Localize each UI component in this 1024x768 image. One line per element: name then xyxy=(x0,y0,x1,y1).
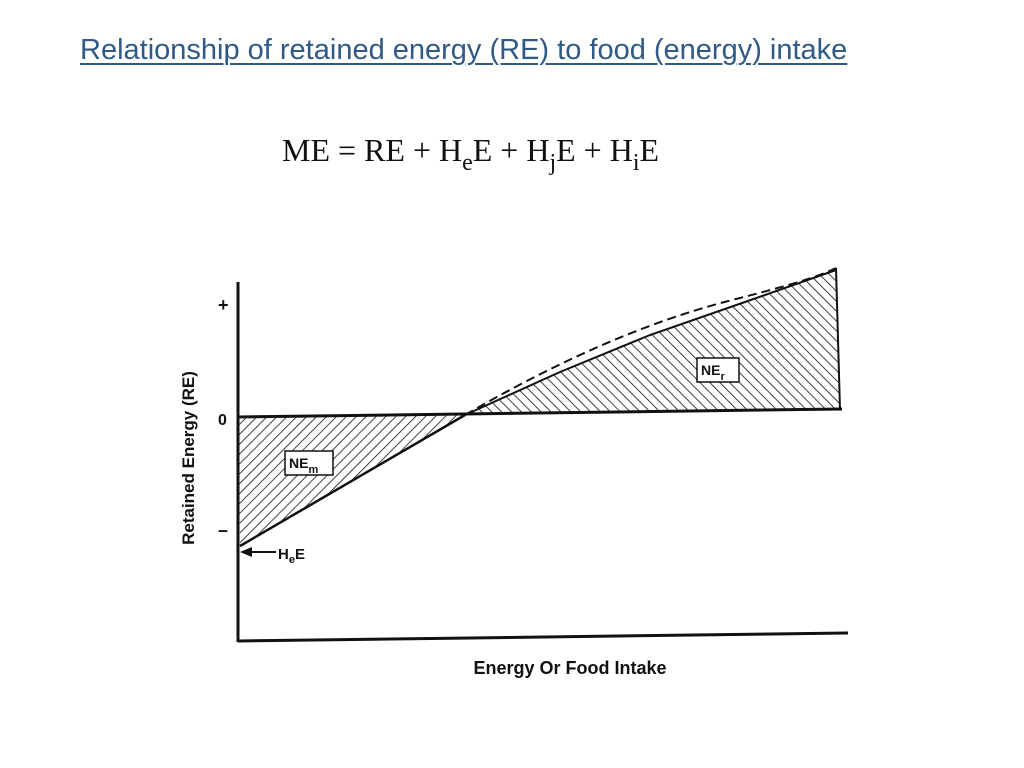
eq-plus-3: + xyxy=(575,132,610,168)
nem-label-main: NE xyxy=(289,455,308,471)
eq-hi-e: E xyxy=(639,132,660,168)
he-label-main: H xyxy=(278,546,289,563)
slide-title: Relationship of retained energy (RE) to … xyxy=(80,34,848,66)
zero-line xyxy=(237,407,843,419)
ner-label: NEr xyxy=(701,362,725,383)
y-axis-label: Retained Energy (RE) xyxy=(179,371,198,545)
he-label-sub: e xyxy=(289,554,295,566)
he-pointer-label: HeE xyxy=(278,546,305,566)
eq-equals: = xyxy=(330,132,365,168)
tick-zero: 0 xyxy=(218,412,227,429)
re-line-lower xyxy=(239,413,466,548)
tick-minus: – xyxy=(218,520,228,540)
eq-re: RE xyxy=(364,132,405,168)
re-line-upper xyxy=(464,269,837,416)
eq-he-h: H xyxy=(438,132,463,168)
eq-hj-h: H xyxy=(526,132,550,168)
eq-plus-2: + xyxy=(492,132,527,168)
eq-he-sub: e xyxy=(462,150,473,176)
ner-label-sub: r xyxy=(720,371,725,383)
ner-label-box xyxy=(696,357,740,383)
ner-label-main: NE xyxy=(701,362,720,378)
nem-label-sub: m xyxy=(308,464,318,476)
tick-plus: + xyxy=(218,295,229,315)
dashed-curve xyxy=(464,267,837,416)
eq-hj-sub: j xyxy=(549,150,557,176)
eq-hi-sub: i xyxy=(632,150,640,176)
eq-he-e: E xyxy=(472,132,493,168)
eq-hj-e: E xyxy=(556,132,576,168)
energy-equation: ME = RE + HeE + HjE + HiE xyxy=(282,132,660,176)
x-axis-label: Energy Or Food Intake xyxy=(473,658,666,678)
he-pointer-arrowhead xyxy=(240,547,252,557)
eq-me: ME xyxy=(282,132,330,168)
nem-label-box xyxy=(284,450,334,476)
he-label-end: E xyxy=(295,546,305,563)
retention-region xyxy=(465,270,840,415)
nem-label: NEm xyxy=(289,455,318,476)
retention-boundary xyxy=(835,267,841,411)
eq-hi-h: H xyxy=(609,132,633,168)
x-axis xyxy=(237,631,849,643)
eq-plus-1: + xyxy=(404,132,439,168)
